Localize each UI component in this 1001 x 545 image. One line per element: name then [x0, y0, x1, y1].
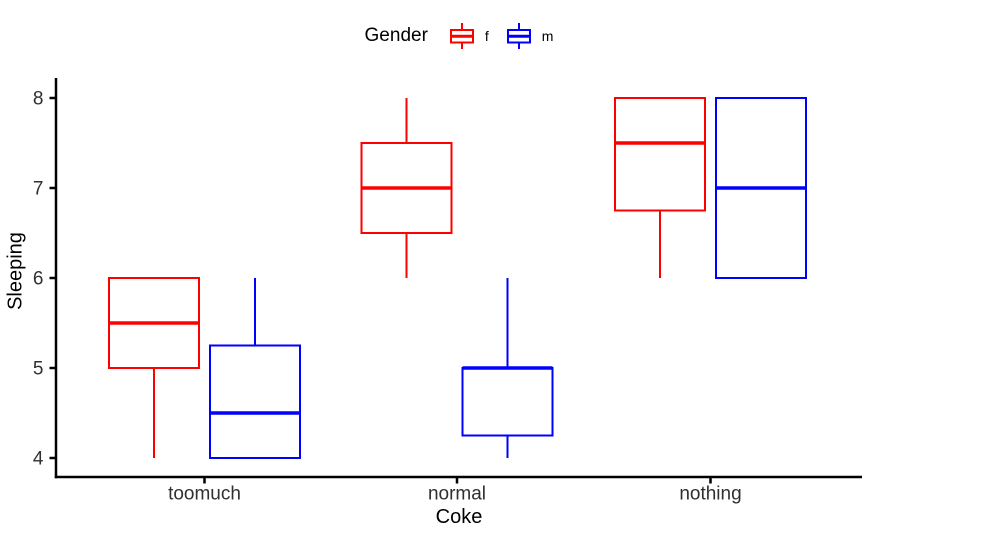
x-tick-label-nothing: nothing	[679, 484, 741, 505]
legend-label-m: m	[541, 28, 554, 44]
legend-entry-f: f	[449, 22, 489, 50]
y-tick-label-4: 4	[33, 449, 44, 470]
y-tick-label-8: 8	[33, 89, 44, 110]
legend-title: Gender	[364, 25, 428, 46]
x-tick-label-toomuch: toomuch	[168, 484, 241, 505]
legend-entry-m: m	[506, 22, 554, 50]
boxplot-key-icon-f	[449, 23, 474, 49]
boxplot-m-toomuch-box	[209, 344, 301, 459]
boxplot-f-nothing-box	[614, 97, 706, 212]
y-tick-label-7: 7	[33, 179, 44, 200]
y-axis-title: Sleeping	[4, 232, 27, 310]
legend-label-f: f	[484, 28, 489, 44]
x-axis-title: Coke	[435, 506, 483, 528]
y-tick-label-6: 6	[33, 269, 44, 290]
boxplot-m-normal-box	[461, 367, 554, 437]
boxplot-key-icon-m	[506, 23, 531, 49]
x-tick-label-normal: normal	[428, 484, 486, 505]
y-tick-label-5: 5	[33, 359, 44, 380]
